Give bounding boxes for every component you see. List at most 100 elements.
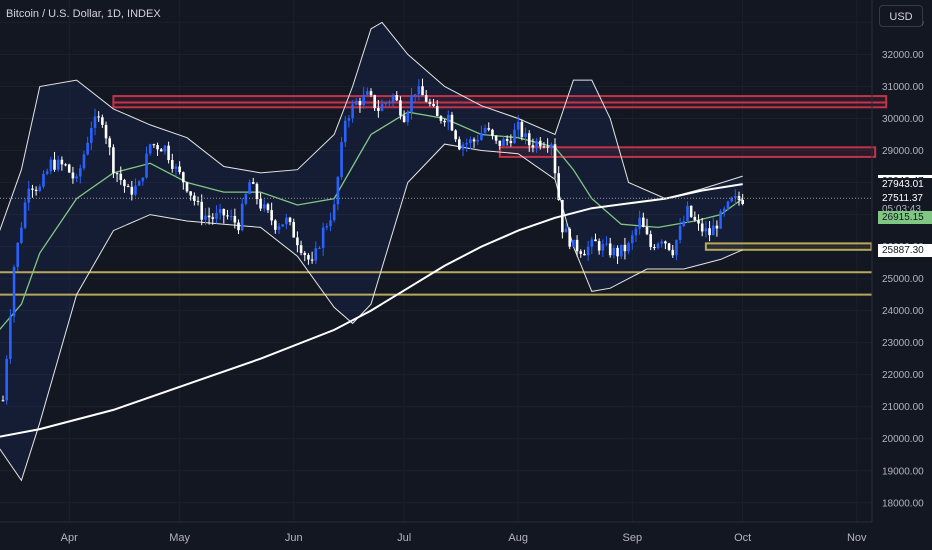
candle-body	[461, 144, 465, 150]
y-tick-label: 23000.00	[882, 338, 924, 349]
candle-body	[38, 186, 42, 191]
candle-body	[697, 220, 700, 224]
candle-body	[193, 195, 196, 201]
candle-body	[108, 138, 112, 148]
resistance-zone	[112, 101, 888, 109]
candle-body	[656, 243, 660, 249]
candle-body	[200, 201, 204, 220]
candle-body	[494, 135, 498, 141]
candle-body	[34, 189, 38, 191]
candle-body	[498, 140, 502, 146]
candle-body	[660, 241, 664, 244]
y-tick-label: 22000.00	[882, 370, 924, 381]
candle-body	[653, 247, 656, 249]
candle-body	[299, 245, 303, 253]
candle-body	[71, 172, 75, 179]
candle-body	[340, 142, 343, 178]
candle-body	[112, 147, 115, 174]
candle-body	[115, 173, 119, 175]
candle-body	[682, 220, 686, 226]
candle-body	[454, 130, 457, 140]
candle-body	[310, 259, 314, 261]
candle-body	[16, 242, 20, 268]
candle-body	[708, 228, 711, 236]
candle-body	[586, 246, 590, 256]
x-tick-label: Sep	[622, 532, 642, 544]
candle-body	[443, 120, 446, 123]
candle-body	[163, 145, 167, 152]
candle-body	[388, 101, 391, 103]
bollinger-band-fill	[0, 22, 743, 481]
candle-body	[693, 216, 697, 221]
candle-body	[678, 225, 682, 241]
candle-body	[711, 225, 715, 236]
candle-body	[354, 100, 358, 105]
candle-body	[237, 222, 240, 231]
candle-body	[469, 139, 472, 144]
sma-200-line	[0, 183, 743, 438]
candle-body	[579, 251, 583, 254]
candle-body	[605, 243, 608, 245]
candle-body	[119, 173, 123, 180]
candle-body	[270, 210, 273, 221]
x-tick-label: Nov	[847, 532, 867, 544]
candle-body	[174, 166, 178, 169]
candle-body	[336, 177, 340, 205]
time-axis[interactable]: Apr May Jun Jul Aug Sep Oct Nov	[61, 532, 867, 544]
candle-body	[428, 101, 432, 104]
candle-body	[366, 91, 369, 95]
candle-body	[689, 205, 693, 217]
candle-body	[480, 132, 483, 140]
candle-body	[719, 211, 722, 229]
candle-body	[704, 228, 708, 232]
candle-body	[483, 128, 487, 133]
candle-body	[535, 140, 538, 148]
candle-body	[686, 205, 689, 221]
candle-body	[358, 100, 362, 106]
price-label: 26915.15	[878, 210, 932, 224]
x-tick-label: May	[169, 532, 190, 544]
candle-body	[531, 145, 535, 148]
candle-body	[251, 182, 255, 184]
candle-body	[20, 227, 23, 243]
candle-body	[240, 203, 244, 231]
y-tick-label: 20000.00	[882, 434, 924, 445]
candle-body	[123, 179, 126, 187]
candle-body	[134, 185, 137, 195]
candles-layer	[1, 78, 744, 405]
candle-body	[450, 114, 454, 131]
candle-body	[568, 228, 572, 247]
candle-body	[722, 208, 726, 212]
zones-layer	[0, 95, 888, 296]
candle-body	[329, 220, 332, 227]
candle-body	[296, 237, 299, 246]
currency-button[interactable]: USD	[879, 5, 923, 27]
candle-body	[645, 226, 649, 235]
candle-body	[505, 138, 509, 141]
candle-body	[638, 217, 641, 229]
y-tick-label: 19000.00	[882, 466, 924, 477]
candle-body	[31, 188, 34, 190]
candle-body	[527, 133, 531, 146]
y-tick-label: 21000.00	[882, 402, 924, 413]
candle-body	[178, 166, 181, 173]
candle-body	[553, 144, 557, 174]
candle-body	[550, 144, 553, 148]
candle-body	[671, 249, 675, 256]
candle-body	[303, 252, 307, 256]
candle-body	[741, 200, 744, 204]
candle-body	[435, 106, 439, 117]
x-tick-label: Aug	[508, 532, 528, 544]
candle-body	[281, 224, 284, 227]
candle-body	[594, 239, 597, 242]
candle-body	[318, 247, 321, 249]
candle-body	[491, 129, 494, 136]
candle-body	[159, 149, 163, 152]
candle-body	[215, 212, 218, 219]
y-tick-label: 24000.00	[882, 306, 924, 317]
candle-body	[347, 118, 351, 121]
price-label: 25887.30	[878, 243, 932, 257]
candle-body	[75, 176, 78, 179]
